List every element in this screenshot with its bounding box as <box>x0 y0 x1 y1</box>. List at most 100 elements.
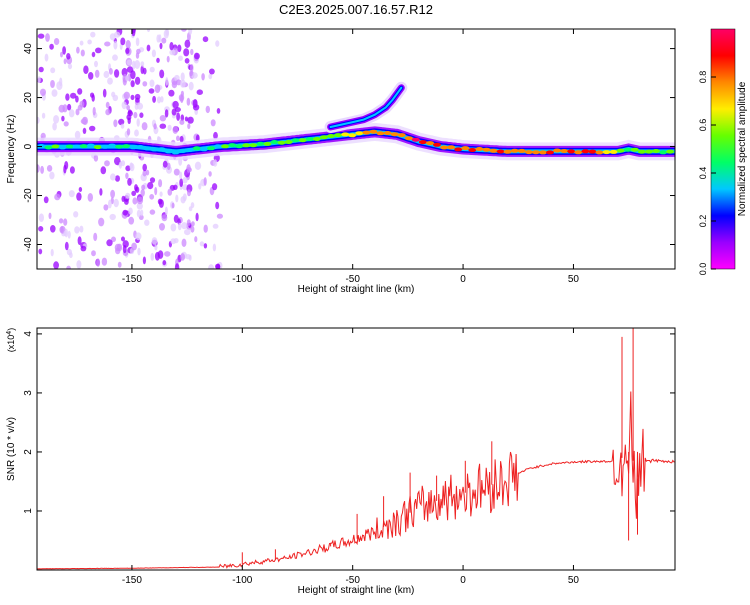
noise-speck <box>203 224 208 233</box>
noise-speck <box>69 252 73 259</box>
noise-speck <box>67 63 73 70</box>
noise-speck <box>62 46 66 55</box>
noise-speck <box>52 122 57 131</box>
colorbar-tick-label: 0.4 <box>698 167 708 180</box>
noise-speck <box>63 58 67 65</box>
noise-speck <box>37 76 41 84</box>
noise-speck <box>94 60 98 68</box>
noise-speck <box>125 172 129 179</box>
noise-speck <box>199 241 205 247</box>
ridge-cell <box>199 147 208 152</box>
colorbar-tick-label: 0.8 <box>698 71 708 84</box>
noise-speck <box>92 106 96 116</box>
ridge-cell <box>270 140 279 144</box>
noise-speck <box>153 123 157 130</box>
noise-speck <box>76 260 82 269</box>
noise-speck <box>140 189 145 197</box>
ridge-cell <box>482 147 491 152</box>
noise-speck <box>108 199 112 209</box>
x-tick-label: -50 <box>345 575 360 586</box>
noise-speck <box>180 79 186 88</box>
ridge-cell <box>284 140 293 144</box>
noise-speck <box>179 178 184 188</box>
ridge-cell <box>178 149 187 153</box>
noise-speck <box>50 67 56 74</box>
ridge-cell <box>312 137 321 141</box>
noise-speck <box>142 169 147 177</box>
spectrogram-y-label: Frequency (Hz) <box>6 115 17 184</box>
ridge-cell <box>171 150 180 155</box>
ridge-cell <box>581 149 590 154</box>
noise-speck <box>99 188 103 196</box>
noise-speck <box>212 223 219 229</box>
noise-speck <box>69 166 75 174</box>
noise-speck <box>132 197 138 205</box>
noise-speck <box>194 52 200 60</box>
noise-speck <box>51 89 58 97</box>
noise-speck <box>53 38 60 45</box>
noise-speck <box>112 54 118 61</box>
ridge-cell <box>115 144 124 149</box>
noise-speck <box>38 248 43 255</box>
noise-speck <box>173 168 180 176</box>
noise-speck <box>63 121 69 127</box>
noise-speck <box>202 36 209 43</box>
ridge-cell <box>93 145 102 150</box>
noise-speck <box>83 65 89 74</box>
noise-speck <box>73 211 79 218</box>
noise-speck <box>108 68 113 75</box>
noise-speck <box>186 97 191 106</box>
noise-speck <box>151 49 156 58</box>
noise-speck <box>213 131 218 140</box>
noise-speck <box>149 79 155 88</box>
noise-speck <box>60 51 63 58</box>
noise-speck <box>165 29 169 36</box>
ridge-cell <box>334 133 343 138</box>
noise-speck <box>102 88 107 98</box>
ridge-cell <box>291 138 300 143</box>
noise-speck <box>122 209 128 216</box>
noise-speck <box>96 258 101 267</box>
noise-speck <box>40 88 46 97</box>
noise-speck <box>172 100 179 109</box>
ridge-cell <box>228 143 237 148</box>
ridge-cell <box>524 150 533 155</box>
noise-speck <box>104 41 111 47</box>
noise-speck <box>159 123 167 129</box>
ridge-cell <box>397 133 406 138</box>
noise-speck <box>191 221 195 227</box>
ridge-cell <box>630 147 639 152</box>
noise-speck <box>54 193 61 201</box>
ridge-cell <box>659 150 668 155</box>
noise-speck <box>103 204 109 211</box>
noise-speck <box>144 219 150 226</box>
ridge-cell <box>185 148 194 152</box>
noise-speck <box>127 109 132 115</box>
noise-speck <box>162 160 168 168</box>
spectrogram-panel: -150 -100 -50 0 50 -40 -20 0 20 40 Height of stra… <box>6 28 676 295</box>
ridge-cell <box>539 150 547 155</box>
noise-speck <box>208 264 215 269</box>
colorbar-tick-label: 0.6 <box>698 119 708 132</box>
ridge-cell <box>531 150 540 155</box>
noise-speck <box>59 77 63 87</box>
ridge-cell <box>411 137 420 142</box>
noise-speck <box>166 55 170 63</box>
snr-y-label: SNR (10 * v/v) <box>6 417 17 481</box>
noise-speck <box>75 95 79 103</box>
ridge-cell <box>143 146 152 151</box>
noise-speck <box>152 95 157 103</box>
ridge-cell <box>305 137 314 142</box>
noise-speck <box>75 108 80 116</box>
ridge-cell <box>256 141 265 146</box>
noise-speck <box>70 92 77 99</box>
noise-speck <box>149 66 155 73</box>
noise-speck <box>159 115 167 122</box>
ridge-cell <box>602 150 611 155</box>
noise-speck <box>50 80 55 88</box>
ridge-cell <box>645 149 653 154</box>
noise-speck <box>181 222 188 230</box>
ridge-cell <box>440 145 449 150</box>
